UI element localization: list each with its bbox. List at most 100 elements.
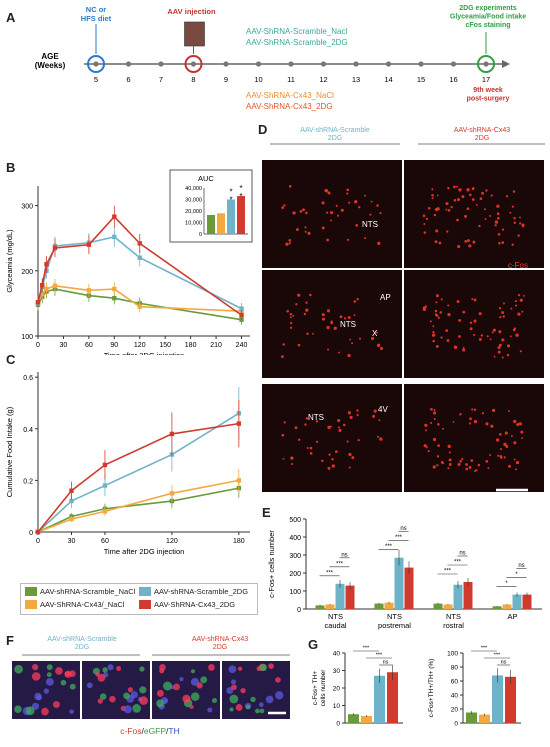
cfos-signal-dot (448, 451, 451, 454)
cfos-signal-dot (519, 350, 522, 353)
cfos-signal-dot (504, 431, 508, 435)
cfos-signal-dot (372, 414, 376, 418)
cfos-signal-dot (437, 444, 440, 447)
cfos-signal-dot (511, 243, 514, 246)
bar (492, 606, 502, 609)
stained-cell (235, 704, 243, 711)
y-tick-label: 500 (289, 517, 301, 524)
stained-cell (258, 702, 264, 708)
cfos-signal-dot (338, 351, 340, 354)
cfos-signal-dot (291, 462, 294, 466)
legend-swatch (139, 587, 151, 596)
stained-cell (179, 677, 184, 682)
bar (502, 604, 512, 609)
cfos-signal-dot (348, 452, 352, 457)
stained-cell (231, 679, 237, 685)
y-tick-label: 0 (336, 721, 340, 728)
cfos-signal-dot (349, 415, 353, 420)
cfos-signal-dot (520, 430, 524, 434)
timeline-arrowhead (502, 60, 510, 68)
cfos-signal-dot (377, 241, 381, 245)
cfos-signal-dot (506, 344, 511, 348)
cfos-signal-dot (315, 440, 319, 443)
week-dot (483, 61, 489, 67)
x-tick-label: 180 (233, 538, 245, 545)
cfos-signal-dot (481, 191, 485, 195)
cfos-cells-bar-chart: 0 100 200 300 400 500 c-Fos+ cells number NTS ca… (267, 517, 542, 630)
stained-cell (139, 666, 145, 672)
cfos-signal-dot (330, 321, 334, 325)
cfos-signal-dot (437, 423, 440, 426)
stained-cell (55, 667, 63, 675)
cfos-signal-dot (321, 317, 325, 321)
stained-cell (275, 691, 284, 700)
cfos-signal-dot (515, 333, 519, 337)
cfos-signal-dot (517, 293, 521, 297)
cfos-signal-dot (379, 346, 383, 350)
stained-cell (268, 663, 274, 669)
cfos-signal-dot (356, 297, 359, 301)
micrograph-tile (404, 160, 544, 268)
cfos-signal-dot (461, 195, 465, 199)
cfos-signal-dot (424, 423, 428, 427)
cfos-signal-dot (312, 332, 314, 335)
cfos-signal-dot (286, 309, 289, 313)
cfos-signal-dot (453, 185, 456, 189)
x-axis-title: Time after 2DG injection (104, 351, 185, 355)
cfos-signal-dot (435, 294, 439, 298)
cfos-signal-dot (306, 332, 309, 336)
cfos-signal-dot (283, 421, 286, 424)
y-tick-label: 100 (21, 334, 33, 341)
data-point (239, 312, 244, 318)
cfos-signal-dot (434, 309, 438, 313)
cfos-signal-dot (466, 207, 470, 211)
cfos-signal-dot (299, 210, 303, 213)
cfos-signal-dot (340, 208, 344, 212)
legend-item: AAV-shRNA-Scramble_NaCl (25, 587, 135, 596)
cfos-signal-dot (477, 463, 481, 467)
cfos-signal-dot (378, 419, 381, 422)
stained-cell (163, 681, 173, 691)
cfos-signal-dot (498, 241, 501, 245)
data-point (102, 509, 108, 514)
significance-label: * (515, 572, 518, 578)
cfos-signal-dot (518, 222, 522, 225)
cfos-signal-dot (456, 218, 459, 222)
cfos-signal-dot (333, 326, 337, 330)
column-label: AAV-shRNA-Scramble 2DG (300, 127, 370, 142)
significance-label: * (505, 581, 508, 587)
stained-cell (14, 705, 22, 713)
cfos-signal-dot (431, 197, 434, 200)
cfos-signal-dot (441, 461, 444, 465)
stained-cell (156, 699, 164, 708)
auc-tick-label: 30,000 (185, 198, 202, 204)
cfos-signal-dot (473, 408, 477, 411)
bar (443, 604, 453, 609)
cfos-signal-dot (503, 456, 506, 459)
auc-bar (227, 199, 235, 234)
cfos-signal-dot (489, 454, 492, 457)
cfos-signal-dot (306, 447, 309, 450)
cfos-signal-dot (433, 411, 437, 415)
legend-swatch (25, 600, 37, 609)
legend-item: AAV-ShRNA-Cx43_2DG (139, 600, 235, 609)
data-point (169, 491, 175, 496)
cfos-signal-dot (356, 413, 359, 417)
y-tick-label: 30 (333, 668, 341, 675)
bar (479, 714, 490, 723)
cfos-signal-dot (339, 315, 343, 319)
cfos-signal-dot (447, 304, 450, 307)
cfos-signal-dot (422, 214, 426, 217)
stained-cell (139, 686, 147, 694)
stained-cell (45, 677, 54, 686)
cfos-signal-dot (465, 467, 469, 471)
week-tick-label: 14 (384, 75, 392, 84)
cfos-signal-dot (453, 198, 457, 202)
auc-sig-star: * (229, 196, 232, 205)
bar (374, 603, 384, 609)
data-point (137, 255, 142, 260)
cfos-signal-dot (281, 206, 285, 210)
cfos-signal-dot (510, 435, 513, 438)
cfos-signal-dot (292, 211, 296, 215)
column-label: AAV-shRNA-Cx43 2DG (192, 636, 248, 651)
